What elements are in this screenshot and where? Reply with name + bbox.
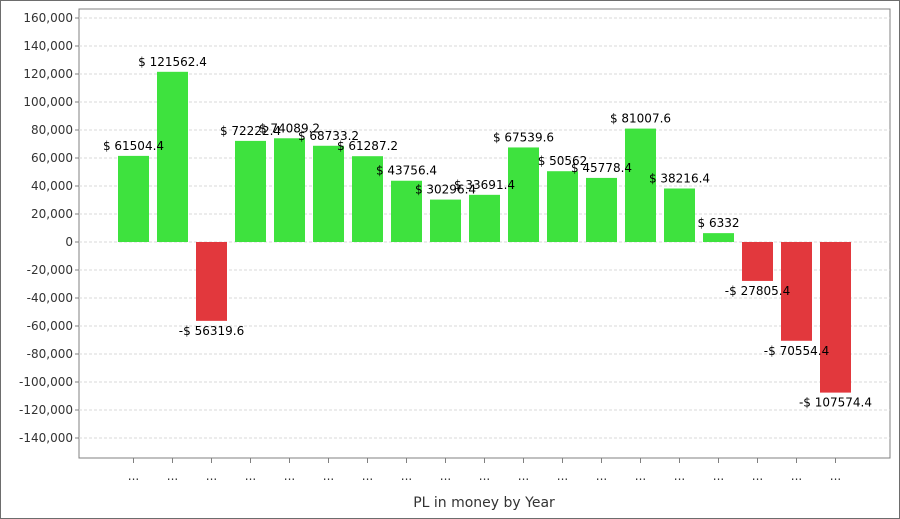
y-tick-label: -140,000 [19, 431, 73, 445]
x-tick-label: ... [401, 469, 412, 483]
y-axis-ticks: 160,000 140,000 120,000 100,000 80,000 60,000… [19, 11, 79, 445]
bar-data-label: $ 45778.4 [571, 161, 632, 175]
y-tick-label: 60,000 [31, 151, 73, 165]
bar-data-label: -$ 56319.6 [179, 324, 244, 338]
bar [313, 145, 344, 242]
bar-data-label: $ 6332 [698, 216, 740, 230]
x-tick-label: ... [323, 469, 334, 483]
x-tick-label: ... [245, 469, 256, 483]
bar [586, 177, 617, 242]
bar-data-label: -$ 70554.4 [764, 344, 829, 358]
y-tick-label: 80,000 [31, 123, 73, 137]
bar-data-label: $ 74089.2 [259, 121, 320, 135]
bar-data-label: $ 81007.6 [610, 112, 671, 126]
bar [430, 199, 461, 242]
y-tick-label: 0 [65, 235, 73, 249]
bar-data-label: $ 50562 [538, 154, 588, 168]
bar [820, 242, 851, 393]
bar [547, 171, 578, 242]
x-tick-label: ... [713, 469, 724, 483]
y-tick-label: -40,000 [27, 291, 73, 305]
bar-data-label: -$ 107574.4 [799, 396, 872, 410]
bar-data-label: $ 33691.4 [454, 178, 515, 192]
x-tick-label: ... [128, 469, 139, 483]
x-tick-label: ... [557, 469, 568, 483]
bar-data-label: $ 43756.4 [376, 164, 437, 178]
bar-data-label: -$ 27805.4 [725, 284, 790, 298]
bar-data-label: $ 67539.6 [493, 130, 554, 144]
y-tick-label: -60,000 [27, 319, 73, 333]
bar [781, 242, 812, 341]
y-tick-label: 120,000 [23, 67, 73, 81]
bars [118, 71, 851, 393]
x-axis-ticks: ........................................… [128, 458, 841, 483]
bar-data-label: $ 121562.4 [138, 55, 207, 69]
bar-data-label: $ 38216.4 [649, 171, 710, 185]
bar [235, 140, 266, 242]
y-tick-label: 140,000 [23, 39, 73, 53]
bar-data-label: $ 72222.4 [220, 124, 281, 138]
x-tick-label: ... [167, 469, 178, 483]
y-tick-label: 100,000 [23, 95, 73, 109]
y-tick-label: -20,000 [27, 263, 73, 277]
bar-data-label: $ 68733.2 [298, 129, 359, 143]
y-tick-label: -120,000 [19, 403, 73, 417]
bar [664, 188, 695, 242]
bar [508, 147, 539, 242]
x-tick-label: ... [674, 469, 685, 483]
y-tick-label: 160,000 [23, 11, 73, 25]
x-tick-label: ... [518, 469, 529, 483]
x-tick-label: ... [791, 469, 802, 483]
y-tick-label: 20,000 [31, 207, 73, 221]
x-tick-label: ... [362, 469, 373, 483]
y-tick-label: 40,000 [31, 179, 73, 193]
bar [352, 156, 383, 242]
x-tick-label: ... [206, 469, 217, 483]
data-labels: $ 61504.4$ 121562.4-$ 56319.6$ 72222.4$ … [103, 55, 872, 410]
x-axis-title: PL in money by Year [413, 495, 555, 511]
bar [625, 128, 656, 242]
bar [742, 242, 773, 281]
bar [703, 233, 734, 242]
x-tick-label: ... [830, 469, 841, 483]
y-tick-label: -80,000 [27, 347, 73, 361]
x-tick-label: ... [284, 469, 295, 483]
bar [391, 180, 422, 242]
bar-data-label: $ 61504.4 [103, 139, 164, 153]
bar [157, 71, 188, 242]
x-tick-label: ... [596, 469, 607, 483]
y-tick-label: -100,000 [19, 375, 73, 389]
x-tick-label: ... [635, 469, 646, 483]
x-tick-label: ... [479, 469, 490, 483]
x-tick-label: ... [440, 469, 451, 483]
bar [274, 138, 305, 242]
bar-data-label: $ 30296.4 [415, 183, 476, 197]
x-tick-label: ... [752, 469, 763, 483]
bar [118, 155, 149, 242]
bar [469, 194, 500, 242]
bar-data-label: $ 61287.2 [337, 139, 398, 153]
bar [196, 242, 227, 321]
